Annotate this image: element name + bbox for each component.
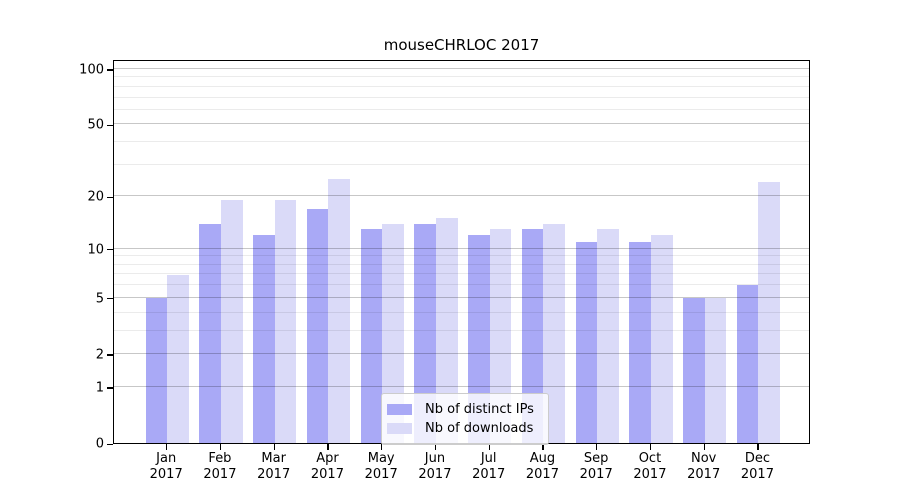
x-tick-label-feb: Feb 2017 (203, 451, 237, 482)
chart-title: mouseCHRLOC 2017 (383, 36, 540, 54)
bar-may-distinct-ips (360, 229, 383, 443)
y-tick-mark-0 (107, 443, 113, 445)
gridline-major-10 (114, 247, 809, 249)
x-tick-label-jan: Jan 2017 (149, 451, 183, 482)
gridline-minor-3 (114, 329, 809, 331)
bar-mar-downloads (274, 200, 297, 443)
x-tick-mark-jul (488, 444, 490, 450)
bar-jul-downloads (489, 229, 512, 443)
x-tick-label-oct: Oct 2017 (633, 451, 667, 482)
bar-aug-distinct-ips (521, 229, 544, 443)
bar-feb-downloads (220, 200, 243, 443)
gridline-major-2 (114, 352, 809, 354)
bar-nov-downloads (704, 297, 727, 443)
legend: Nb of distinct IPs Nb of downloads (381, 393, 549, 445)
bar-jan-distinct-ips (145, 297, 168, 443)
x-tick-mark-nov (703, 444, 705, 450)
gridline-minor-4 (114, 311, 809, 313)
bar-jun-distinct-ips (414, 223, 436, 443)
bar-dec-downloads (758, 182, 781, 443)
x-tick-label-apr: Apr 2017 (310, 451, 344, 482)
bar-nov-distinct-ips (683, 297, 705, 443)
x-tick-label-nov: Nov 2017 (687, 451, 721, 482)
bar-sep-distinct-ips (575, 241, 598, 443)
gridline-minor-40 (114, 141, 809, 143)
gridline-minor-8 (114, 263, 809, 265)
x-tick-mark-sep (596, 444, 598, 450)
legend-label-distinct-ips: Nb of distinct IPs (425, 402, 534, 417)
y-tick-label-100: 100 (79, 62, 104, 78)
gridline-minor-30 (114, 163, 809, 165)
x-tick-mark-mar (273, 444, 275, 450)
gridline-minor-80 (114, 85, 809, 87)
x-tick-label-jul: Jul 2017 (472, 451, 506, 482)
x-tick-mark-feb (219, 444, 222, 450)
bar-apr-distinct-ips (306, 208, 329, 443)
x-tick-label-may: May 2017 (364, 451, 398, 482)
bar-oct-distinct-ips (629, 241, 651, 443)
gridline-major-5 (114, 296, 809, 298)
gridline-minor-90 (114, 76, 809, 78)
bar-jan-downloads (167, 274, 189, 443)
y-tick-label-0: 0 (95, 436, 104, 452)
y-tick-label-20: 20 (87, 189, 104, 205)
gridline-major-20 (114, 195, 809, 197)
legend-row-distinct-ips: Nb of distinct IPs (387, 401, 540, 418)
x-tick-label-mar: Mar 2017 (257, 451, 291, 482)
legend-row-downloads: Nb of downloads (387, 420, 540, 437)
gridline-minor-7 (114, 273, 809, 275)
bar-jun-downloads (435, 218, 458, 443)
bar-jul-distinct-ips (468, 235, 490, 443)
gridline-major-100 (114, 68, 809, 69)
gridline-minor-9 (114, 255, 809, 257)
legend-label-downloads: Nb of downloads (425, 421, 534, 436)
y-tick-label-50: 50 (87, 117, 104, 133)
gridline-minor-6 (114, 284, 809, 286)
y-tick-mark-2 (107, 354, 113, 356)
y-tick-label-1: 1 (95, 380, 104, 396)
y-tick-mark-1 (107, 387, 113, 389)
bar-feb-distinct-ips (199, 223, 221, 443)
gridline-minor-70 (114, 96, 809, 98)
bar-aug-downloads (543, 223, 566, 443)
bar-sep-downloads (597, 229, 619, 443)
y-tick-label-2: 2 (95, 347, 104, 363)
x-tick-label-jun: Jun 2017 (418, 451, 452, 482)
y-tick-mark-100 (107, 69, 113, 71)
x-tick-mark-apr (327, 444, 329, 450)
y-tick-mark-20 (107, 196, 113, 198)
y-tick-mark-50 (107, 124, 113, 127)
gridline-minor-60 (114, 108, 809, 110)
y-tick-label-5: 5 (95, 291, 104, 307)
y-tick-mark-5 (107, 298, 113, 300)
plot-area: Nb of distinct IPs Nb of downloads (113, 60, 810, 445)
x-tick-label-dec: Dec 2017 (740, 451, 774, 482)
y-tick-label-10: 10 (87, 242, 104, 258)
bar-mar-distinct-ips (253, 235, 275, 443)
x-tick-mark-dec (757, 444, 759, 450)
gridline-major-1 (114, 385, 809, 387)
x-tick-mark-may (381, 444, 383, 450)
legend-swatch-downloads (387, 423, 412, 434)
x-tick-mark-jun (434, 444, 437, 450)
x-tick-label-sep: Sep 2017 (579, 451, 613, 482)
x-tick-mark-oct (649, 444, 652, 450)
bar-oct-downloads (650, 235, 673, 443)
bar-may-downloads (382, 223, 404, 443)
x-tick-mark-jan (166, 444, 168, 450)
y-tick-mark-10 (107, 249, 113, 251)
gridline-major-50 (114, 123, 809, 125)
bar-apr-downloads (328, 179, 351, 443)
bar-dec-distinct-ips (736, 285, 759, 443)
legend-swatch-distinct-ips (387, 404, 412, 415)
x-tick-mark-aug (542, 444, 544, 450)
x-tick-label-aug: Aug 2017 (525, 451, 559, 482)
